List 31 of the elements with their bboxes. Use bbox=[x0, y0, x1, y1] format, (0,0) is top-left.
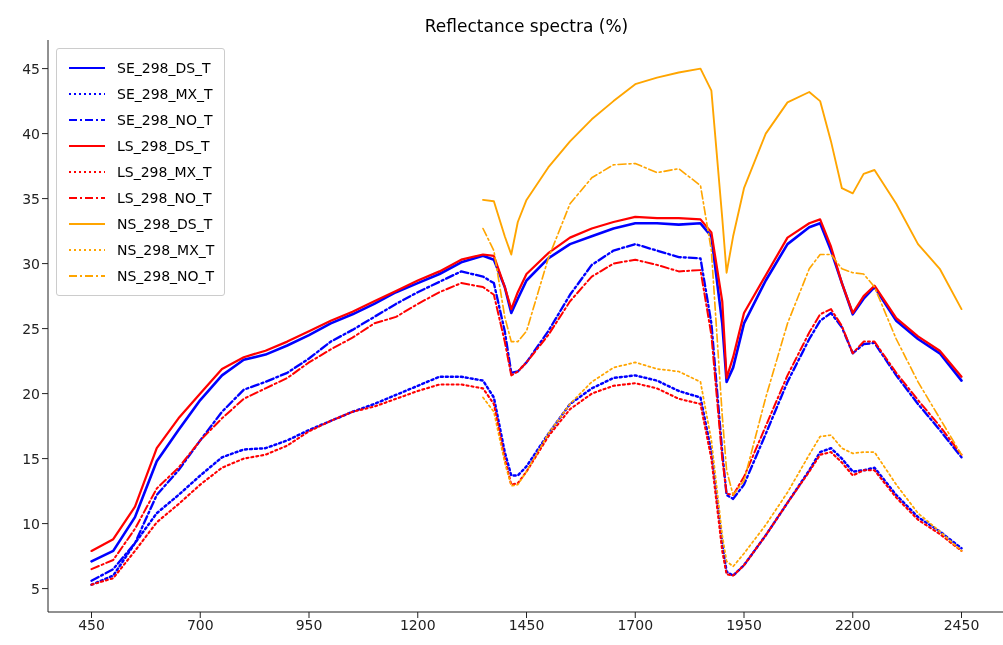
legend-label: NS_298_NO_T bbox=[117, 268, 215, 284]
x-tick-label: 1950 bbox=[726, 616, 762, 633]
y-tick-label: 15 bbox=[22, 450, 40, 467]
y-tick-label: 20 bbox=[22, 385, 40, 402]
y-tick-label: 35 bbox=[22, 190, 40, 207]
x-tick-label: 700 bbox=[186, 616, 214, 633]
x-tick-label: 1450 bbox=[508, 616, 545, 633]
x-tick-label: 450 bbox=[78, 616, 105, 633]
legend-label: SE_298_MX_T bbox=[117, 86, 213, 102]
x-tick-label: 950 bbox=[295, 616, 323, 633]
x-tick-label: 2450 bbox=[943, 616, 980, 633]
y-tick-label: 10 bbox=[22, 515, 40, 532]
y-tick-label: 45 bbox=[22, 60, 40, 77]
legend-label: LS_298_MX_T bbox=[117, 164, 212, 180]
y-tick-label: 5 bbox=[31, 580, 40, 597]
x-tick-label: 1700 bbox=[617, 616, 654, 633]
line-series bbox=[482, 162, 963, 496]
line-series bbox=[482, 67, 963, 311]
y-tick-label: 40 bbox=[22, 125, 40, 142]
y-tick-label: 25 bbox=[22, 320, 40, 337]
x-tick-label: 2200 bbox=[834, 616, 871, 633]
chart-title: Reflectance spectra (%) bbox=[423, 16, 630, 36]
legend-label: NS_298_DS_T bbox=[117, 216, 213, 232]
x-tick-label: 1200 bbox=[399, 616, 436, 633]
legend-label: SE_298_DS_T bbox=[117, 60, 211, 76]
legend-label: LS_298_NO_T bbox=[117, 190, 212, 206]
y-tick-label: 30 bbox=[22, 255, 40, 272]
legend-label: LS_298_DS_T bbox=[117, 138, 210, 154]
legend-label: SE_298_NO_T bbox=[117, 112, 213, 128]
legend-label: NS_298_MX_T bbox=[117, 242, 215, 258]
line-series bbox=[482, 361, 963, 568]
